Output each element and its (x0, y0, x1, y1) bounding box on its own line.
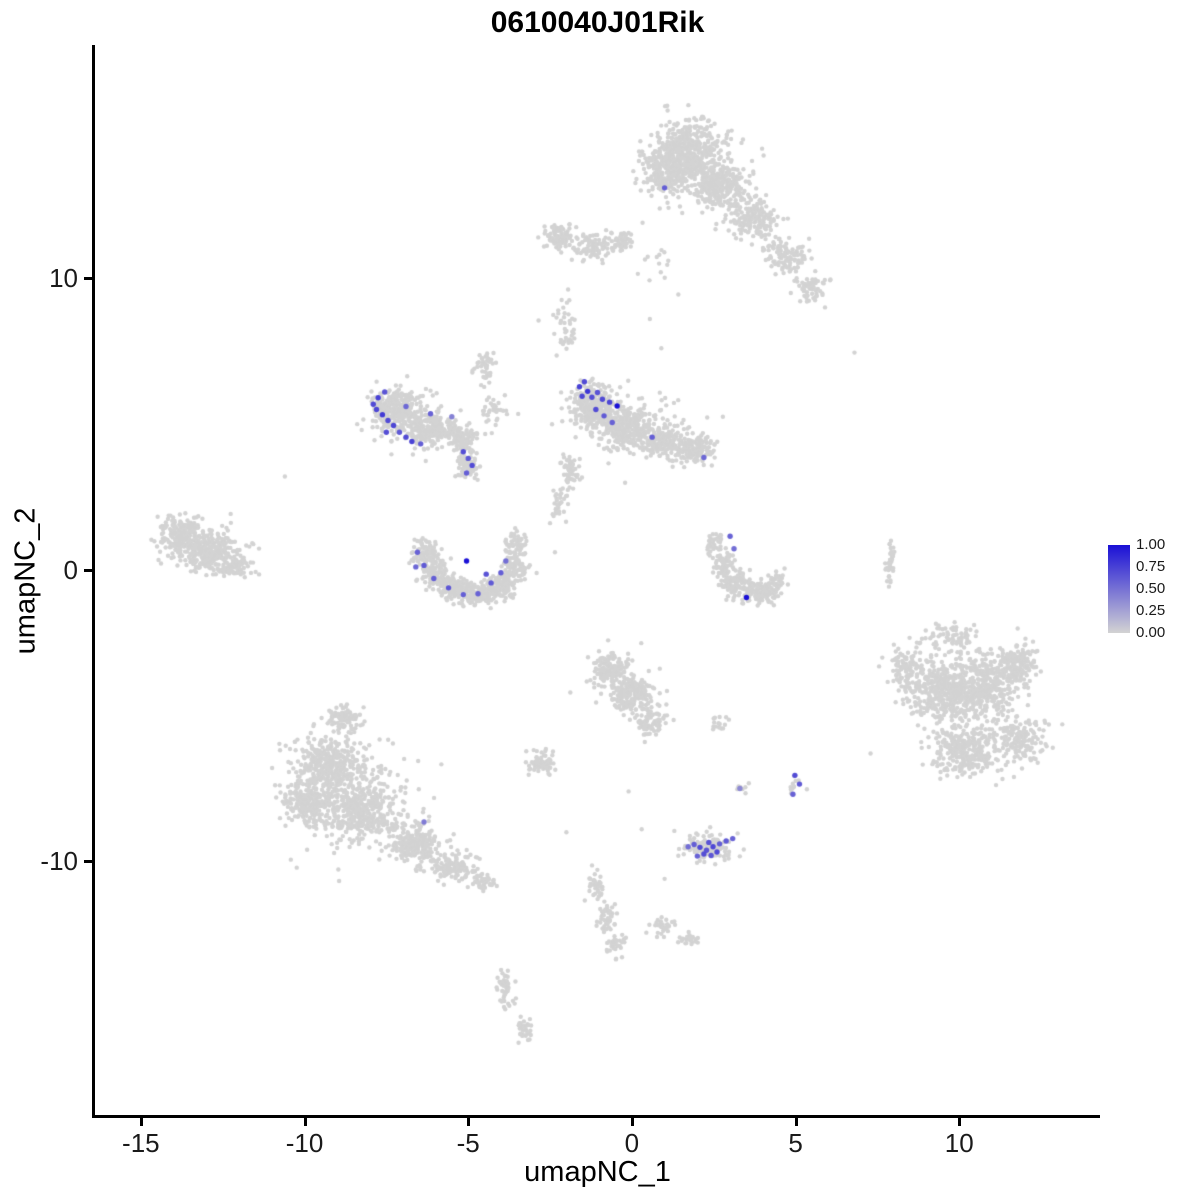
plot-title: 0610040J01Rik (490, 6, 705, 39)
legend-tick-label: 0.25 (1136, 602, 1166, 619)
legend-tick-label: 0.75 (1136, 558, 1166, 575)
x-tick-label: -10 (285, 1128, 324, 1158)
x-tick-mark (467, 1118, 471, 1126)
x-tick-mark (958, 1118, 962, 1126)
legend-tick-label: 0.50 (1136, 580, 1166, 597)
legend-tick-label: 0.00 (1136, 624, 1166, 641)
x-axis-line (92, 1115, 1100, 1118)
y-axis-line (92, 45, 95, 1118)
legend-gradient-bar (1108, 545, 1130, 633)
x-tick-label: -5 (456, 1128, 480, 1158)
x-tick-label: 0 (624, 1128, 640, 1158)
x-tick-label: 10 (944, 1128, 974, 1158)
y-axis-title: umapNC_2 (9, 507, 42, 655)
y-tick-label: 0 (63, 554, 78, 585)
x-tick-label: 5 (788, 1128, 803, 1158)
y-tick-mark (84, 277, 92, 281)
x-axis-title: umapNC_1 (524, 1156, 671, 1188)
y-tick-mark (84, 860, 92, 864)
x-tick-mark (794, 1118, 798, 1126)
x-tick-mark (303, 1118, 307, 1126)
y-tick-label: 10 (49, 263, 78, 294)
legend-tick-label: 1.00 (1136, 536, 1166, 553)
y-tick-mark (84, 568, 92, 572)
expression-legend: 1.00 0.75 0.50 0.25 0.00 (1104, 536, 1200, 644)
y-tick-label: -10 (40, 846, 78, 877)
x-tick-label: -15 (122, 1128, 160, 1158)
x-tick-mark (139, 1118, 143, 1126)
x-tick-mark (630, 1118, 634, 1126)
